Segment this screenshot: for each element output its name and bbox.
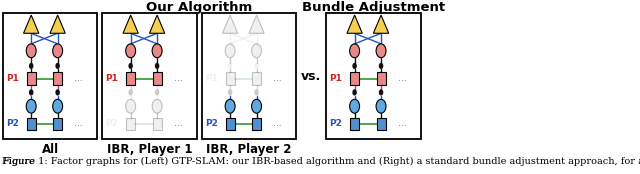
Circle shape — [353, 63, 357, 69]
Bar — [202, 13, 296, 139]
Text: All: All — [42, 143, 59, 156]
Text: P1: P1 — [205, 74, 218, 83]
Polygon shape — [149, 15, 164, 33]
Circle shape — [252, 99, 262, 113]
Text: ...: ... — [273, 119, 282, 128]
Bar — [126, 72, 135, 85]
Polygon shape — [249, 15, 264, 33]
Circle shape — [56, 63, 60, 69]
Circle shape — [29, 63, 33, 69]
Bar — [152, 118, 162, 130]
Text: ...: ... — [74, 74, 83, 83]
Bar — [225, 72, 235, 85]
Text: Our Algorithm: Our Algorithm — [146, 1, 252, 14]
Text: P1: P1 — [106, 74, 118, 83]
Circle shape — [376, 44, 386, 58]
Bar — [225, 118, 235, 130]
Circle shape — [379, 89, 383, 96]
Circle shape — [152, 99, 162, 113]
Circle shape — [349, 99, 360, 113]
Bar — [252, 72, 261, 85]
Circle shape — [26, 99, 36, 113]
Text: ...: ... — [74, 119, 83, 128]
Text: Bundle Adjustment: Bundle Adjustment — [302, 1, 445, 14]
Text: ...: ... — [397, 74, 406, 83]
Circle shape — [225, 44, 235, 58]
Text: ...: ... — [173, 119, 182, 128]
Text: P2: P2 — [106, 119, 118, 128]
Text: P2: P2 — [205, 119, 218, 128]
Bar — [126, 118, 135, 130]
Polygon shape — [50, 15, 65, 33]
Text: P2: P2 — [329, 119, 342, 128]
Bar — [376, 118, 385, 130]
Text: Figure: Figure — [2, 157, 38, 166]
Polygon shape — [24, 15, 39, 33]
Text: IBR, Player 2: IBR, Player 2 — [206, 143, 292, 156]
Text: vs.: vs. — [301, 69, 321, 82]
Circle shape — [129, 89, 133, 96]
Circle shape — [379, 63, 383, 69]
Bar — [27, 72, 36, 85]
Circle shape — [129, 63, 133, 69]
Circle shape — [155, 63, 159, 69]
Polygon shape — [373, 15, 388, 33]
Bar — [53, 118, 62, 130]
Circle shape — [155, 89, 159, 96]
Text: IBR, Player 1: IBR, Player 1 — [107, 143, 192, 156]
Bar — [27, 118, 36, 130]
Polygon shape — [223, 15, 238, 33]
Circle shape — [152, 44, 162, 58]
Text: Figure 1: Factor graphs for (Left) GTP-SLAM: our IBR-based algorithm and (Right): Figure 1: Factor graphs for (Left) GTP-S… — [2, 157, 640, 166]
Text: P2: P2 — [6, 119, 19, 128]
Circle shape — [376, 99, 386, 113]
Circle shape — [349, 44, 360, 58]
Bar — [3, 13, 97, 139]
Circle shape — [228, 63, 232, 69]
Circle shape — [56, 89, 60, 96]
Text: ...: ... — [273, 74, 282, 83]
Circle shape — [252, 44, 262, 58]
Polygon shape — [347, 15, 362, 33]
Text: ...: ... — [173, 74, 182, 83]
Bar — [376, 72, 385, 85]
Circle shape — [52, 44, 63, 58]
Circle shape — [225, 99, 235, 113]
Circle shape — [254, 89, 259, 96]
Bar — [102, 13, 196, 139]
Bar — [53, 72, 62, 85]
Polygon shape — [123, 15, 138, 33]
Circle shape — [52, 99, 63, 113]
Circle shape — [254, 63, 259, 69]
Text: P1: P1 — [6, 74, 19, 83]
Bar — [350, 72, 359, 85]
Bar — [152, 72, 162, 85]
Bar — [350, 118, 359, 130]
Circle shape — [26, 44, 36, 58]
Circle shape — [125, 99, 136, 113]
Circle shape — [353, 89, 357, 96]
Circle shape — [125, 44, 136, 58]
Circle shape — [228, 89, 232, 96]
Bar — [326, 13, 420, 139]
Text: ...: ... — [397, 119, 406, 128]
Text: P1: P1 — [329, 74, 342, 83]
Circle shape — [29, 89, 33, 96]
Bar — [252, 118, 261, 130]
